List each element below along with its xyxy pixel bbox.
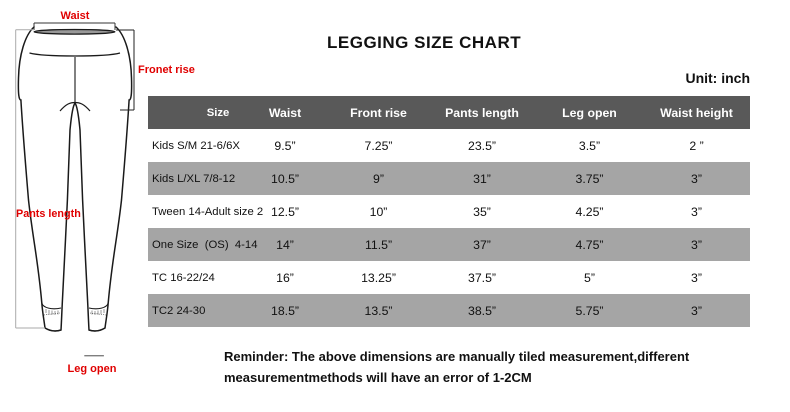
svg-text:Leg open: Leg open bbox=[68, 363, 117, 375]
svg-text:Waist: Waist bbox=[61, 10, 90, 22]
svg-text:Pants length: Pants length bbox=[16, 208, 81, 220]
svg-text:Fronet rise: Fronet rise bbox=[138, 64, 195, 76]
